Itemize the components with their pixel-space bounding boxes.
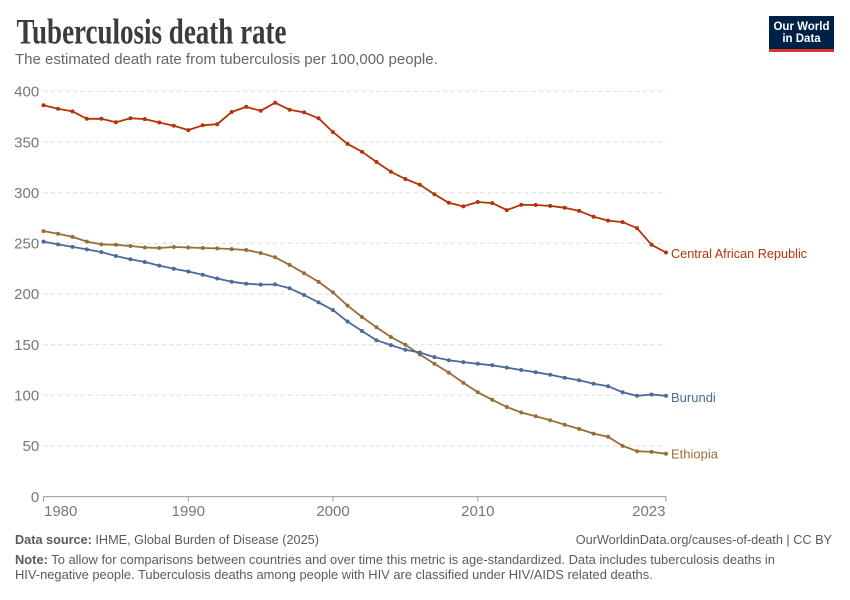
svg-text:Ethiopia: Ethiopia xyxy=(671,447,719,462)
svg-text:1980: 1980 xyxy=(44,503,77,520)
svg-text:Burundi: Burundi xyxy=(671,390,716,405)
svg-text:150: 150 xyxy=(14,337,39,354)
svg-text:Central African Republic: Central African Republic xyxy=(671,247,808,261)
svg-text:50: 50 xyxy=(23,438,40,455)
svg-text:300: 300 xyxy=(14,185,39,202)
svg-text:250: 250 xyxy=(14,236,39,253)
svg-text:1990: 1990 xyxy=(172,503,205,520)
svg-text:400: 400 xyxy=(14,84,39,101)
svg-text:0: 0 xyxy=(31,489,39,506)
svg-text:200: 200 xyxy=(14,286,39,303)
svg-text:2023: 2023 xyxy=(632,503,665,520)
svg-text:2000: 2000 xyxy=(316,503,349,520)
svg-text:350: 350 xyxy=(14,134,39,151)
svg-text:2010: 2010 xyxy=(461,503,494,520)
svg-text:100: 100 xyxy=(14,388,39,405)
